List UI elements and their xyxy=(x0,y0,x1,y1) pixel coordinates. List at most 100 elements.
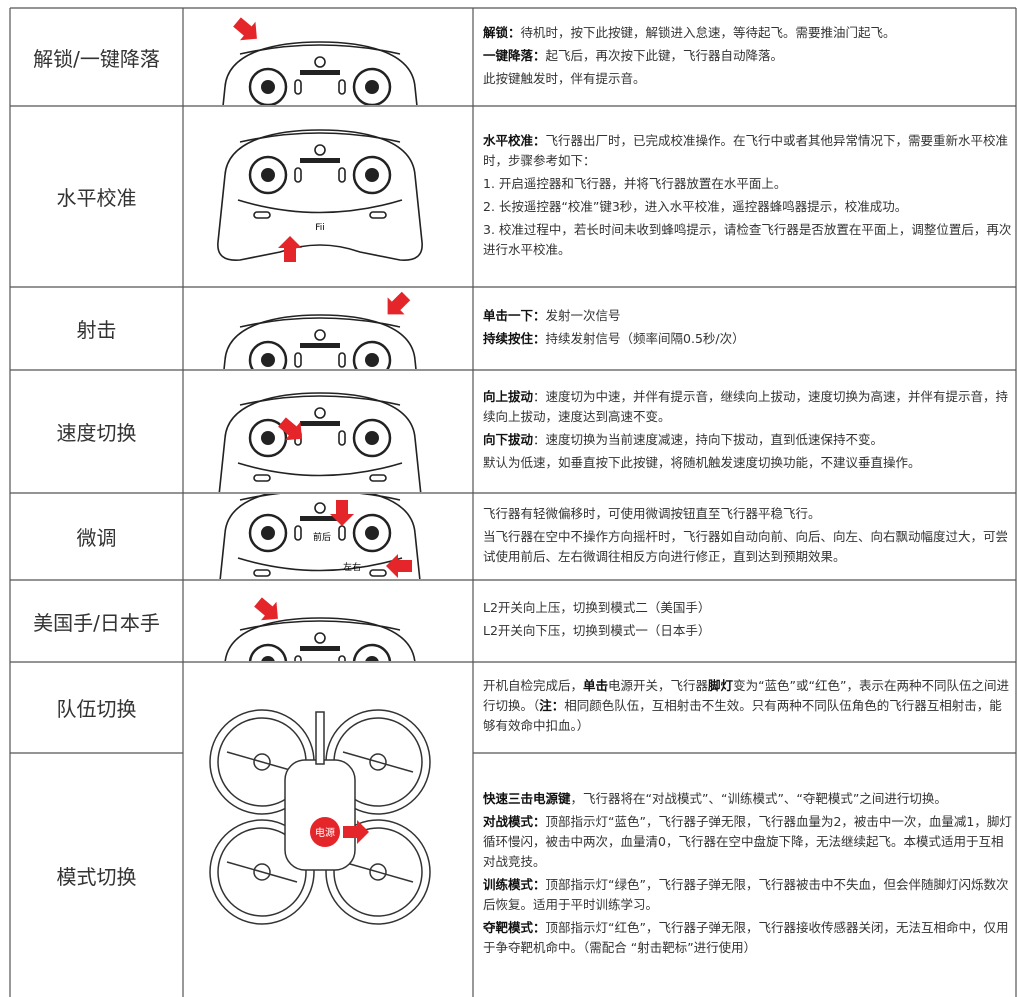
paragraph: 水平校准：飞行器出厂时，已完成校准操作。在飞行中或者其他异常情况下，需要重新水平… xyxy=(483,131,1013,171)
trim-button xyxy=(338,167,346,183)
bold-text: 注： xyxy=(539,698,565,713)
row-label: 模式切换 xyxy=(56,864,137,889)
logo xyxy=(314,632,326,644)
controller-body xyxy=(223,314,417,369)
text: 变为“蓝色”或“红色”，表示在两种不同队伍之间进行切换。（ xyxy=(483,678,1009,713)
stick xyxy=(248,155,288,195)
l-button xyxy=(300,343,340,348)
text: 3. 校准过程中，若长时间未收到蜂鸣提示，请检查飞行器是否放置在平面上，调整位置… xyxy=(483,221,1012,257)
paragraph: 默认为低速，如垂直按下此按键，将随机触发速度切换功能，不建议垂直操作。 xyxy=(483,453,1013,473)
controller-body xyxy=(217,129,423,261)
paragraph: L2开关向下压，切换到模式一（日本手） xyxy=(483,621,1013,641)
bold-text: 夺靶模式： xyxy=(483,920,546,935)
trim-button xyxy=(294,352,302,368)
description: 解锁：待机时，按下此按键，解锁进入怠速，等待起飞。需要推油门起飞。 一键降落：起飞… xyxy=(483,8,1013,106)
description: 飞行器有轻微偏移时，可使用微调按钮直至飞行器平稳飞行。当飞行器在空中不操作方向摇… xyxy=(483,493,1013,580)
stick-cap xyxy=(261,353,275,367)
stick-cap xyxy=(261,80,275,94)
stick xyxy=(352,418,392,458)
row-label: 解锁/一键降落 xyxy=(33,46,160,71)
description: 水平校准：飞行器出厂时，已完成校准操作。在飞行中或者其他异常情况下，需要重新水平… xyxy=(483,106,1013,287)
trim-button xyxy=(338,430,346,446)
paragraph: 解锁：待机时，按下此按键，解锁进入怠速，等待起飞。需要推油门起飞。 xyxy=(483,23,1013,43)
logo xyxy=(314,407,326,419)
antenna xyxy=(315,711,325,765)
l-button xyxy=(300,70,340,75)
stick-cap xyxy=(365,431,379,445)
paragraph: 夺靶模式：顶部指示灯“红色”，飞行器子弹无限，飞行器接收传感器关闭，无法互相命中… xyxy=(483,918,1013,958)
text: 相同颜色队伍，互相射击不生效。只有两种不同队伍角色的飞行器互相射击，能够有效命中… xyxy=(483,698,1002,733)
controller-top xyxy=(239,317,401,328)
paragraph: 单击一下：发射一次信号 xyxy=(483,306,1013,326)
logo xyxy=(314,329,326,341)
trim-button xyxy=(338,525,346,541)
trim-h xyxy=(253,569,271,577)
text: 1. 开启遥控器和飞行器，并将飞行器放置在水平面上。 xyxy=(483,175,787,191)
text: ：速度切为中速，并伴有提示音，继续向上拔动，速度切换为高速，并伴有提示音，持续向… xyxy=(483,389,1009,424)
image-text: Fii xyxy=(315,223,325,233)
controller-inner xyxy=(237,199,403,214)
arrow xyxy=(278,417,302,441)
arrow xyxy=(233,17,257,41)
text: 2. 长按遥控器“校准”键3秒，进入水平校准，遥控器蜂鸣器提示，校准成功。 xyxy=(483,198,908,214)
logo xyxy=(314,502,326,514)
text: L2开关向上压，切换到模式二（美国手） xyxy=(483,600,711,615)
bold-text: 向下拔动 xyxy=(483,432,534,447)
trim-h xyxy=(369,569,387,577)
text: ：速度切换为当前速度减速，持向下拔动，直到低速保持不变。 xyxy=(533,432,884,447)
l-button xyxy=(300,421,340,426)
controller-inner xyxy=(238,112,402,125)
trim-h xyxy=(254,124,270,130)
arrow xyxy=(254,597,278,621)
propeller xyxy=(342,751,414,773)
controller-top xyxy=(239,395,401,406)
stick-cap xyxy=(365,80,379,94)
controller-body xyxy=(222,41,418,105)
stick-cap xyxy=(261,168,275,182)
propeller xyxy=(226,861,298,883)
row-label: 队伍切换 xyxy=(56,697,137,721)
paragraph: 向上拔动：速度切为中速，并伴有提示音，继续向上拔动，速度切换为高速，并伴有提示音… xyxy=(483,387,1013,427)
controller-body xyxy=(224,617,416,661)
arrow xyxy=(278,236,302,262)
controller xyxy=(224,617,416,661)
power-label: 电源 xyxy=(315,826,335,839)
stick xyxy=(248,340,288,369)
stick-cap xyxy=(365,526,379,540)
paragraph: 1. 开启遥控器和飞行器，并将飞行器放置在水平面上。 xyxy=(483,174,1013,194)
text: 发射一次信号 xyxy=(545,307,621,323)
text: 顶部指示灯“绿色”，飞行器子弹无限，飞行器被击中不失血，但会伴随脚灯闪烁数次后恢… xyxy=(483,877,1009,912)
text: 飞行器出厂时，已完成校准操作。在飞行中或者其他异常情况下，需要重新水平校准时，步… xyxy=(483,132,1009,168)
text: 待机时，按下此按键，解锁进入怠速，等待起飞。需要推油门起飞。 xyxy=(520,24,896,40)
controller-top xyxy=(239,620,401,631)
description: L2开关向上压，切换到模式二（美国手） L2开关向下压，切换到模式一（日本手） xyxy=(483,580,1013,662)
description: 向上拔动：速度切为中速，并伴有提示音，继续向上拔动，速度切换为高速，并伴有提示音… xyxy=(483,370,1013,493)
controller xyxy=(217,129,423,261)
controller-top xyxy=(239,494,401,501)
bold-text: 持续按住： xyxy=(483,330,546,346)
trim-button xyxy=(294,79,302,95)
trim-button xyxy=(338,655,346,661)
text: 飞行器有轻微偏移时，可使用微调按钮直至飞行器平稳飞行。 xyxy=(483,505,821,521)
text: 当飞行器在空中不操作方向摇杆时，飞行器如自动向前、向后、向左、向右飘动幅度过大，… xyxy=(483,528,1009,564)
row-label: 微调 xyxy=(76,526,117,550)
arrow xyxy=(330,500,354,526)
description: 单击一下：发射一次信号 持续按住：持续发射信号（频率间隔0.5秒/次） xyxy=(483,287,1013,370)
controller xyxy=(222,41,418,130)
stick xyxy=(352,340,392,369)
stick xyxy=(352,155,392,195)
stick-cap xyxy=(261,431,275,445)
stick-cap xyxy=(261,656,275,661)
trim-button xyxy=(294,655,302,661)
description: 快速三击电源键，飞行器将在“对战模式”、“训练模式”、“夺靶模式”之间进行切换。… xyxy=(483,753,1013,997)
paragraph: 3. 校准过程中，若长时间未收到蜂鸣提示，请检查飞行器是否放置在平面上，调整位置… xyxy=(483,220,1013,260)
arrow xyxy=(386,554,412,578)
stick-cap xyxy=(365,168,379,182)
controller-top xyxy=(239,44,401,55)
stick xyxy=(352,67,392,105)
paragraph: 持续按住：持续发射信号（频率间隔0.5秒/次） xyxy=(483,329,1013,349)
text: 开机自检完成后， xyxy=(483,678,584,693)
row-label: 射击 xyxy=(76,318,117,342)
